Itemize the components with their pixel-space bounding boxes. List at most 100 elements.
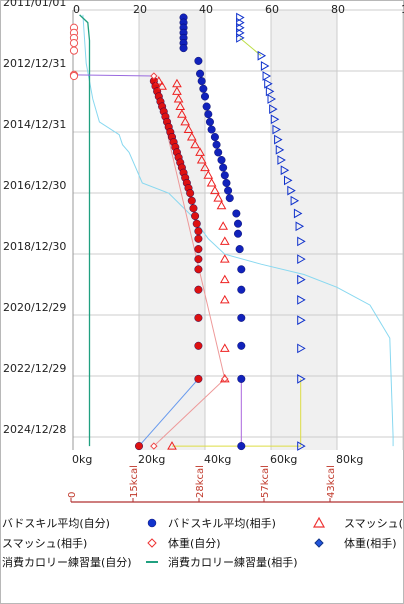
skill-opp-point [212, 140, 221, 149]
legend-label: バドスキル平均(相手) [168, 516, 276, 530]
weight-self-point [150, 442, 158, 450]
smash-self-point [219, 294, 230, 304]
skill-opp-point [237, 285, 246, 294]
smash-opp-point [297, 254, 306, 264]
top-tick-label: 40 [199, 3, 213, 16]
calorie-tick-label: 15kcal [129, 465, 140, 498]
skill-self-point [194, 285, 203, 294]
smash-opp-point [275, 144, 285, 155]
smash-opp-point [297, 236, 306, 247]
weight-self-point [150, 72, 158, 80]
skill-opp-point [210, 133, 219, 142]
skill-opp-point [232, 209, 241, 218]
smash-self-point [153, 76, 164, 85]
smash-opp-point [270, 114, 280, 125]
y-tick-label: 2022/12/29 [3, 362, 66, 375]
smash-self-point [203, 170, 214, 179]
legend-marker [312, 516, 326, 528]
shaded-band [271, 10, 337, 450]
smash-opp-point [297, 274, 306, 285]
smash-opp-point [297, 374, 306, 384]
skill-opp-point [214, 148, 223, 157]
bottom-tick-label: 60kg [270, 453, 297, 466]
smash-opp-point [290, 195, 300, 206]
skill-opp-point [237, 374, 246, 383]
skill-opp-point [205, 117, 214, 126]
skill-self-point [134, 442, 143, 451]
skill-end-line [138, 378, 199, 447]
skill-opp-point [233, 219, 242, 228]
y-tick-label: 2014/12/31 [3, 118, 66, 131]
legend-label: 消費カロリー練習量(相手) [168, 555, 298, 569]
bottom-tick-label: 80kg [336, 453, 363, 466]
skill-self-point [194, 374, 203, 383]
skill-opp-point [194, 56, 203, 65]
smash-self-point [219, 236, 230, 245]
top-tick-label: 10 [401, 3, 404, 16]
skill-opp-point [222, 178, 231, 187]
smash-opp-point [264, 78, 273, 89]
smash-opp-point [287, 185, 296, 196]
smash-opp-point [236, 22, 245, 33]
skill-self-point [194, 234, 203, 243]
weight-self-point [221, 375, 229, 383]
skill-opp-point [200, 92, 209, 101]
smash-self-point [173, 93, 184, 103]
skill-self-open-point [69, 71, 79, 81]
top-tick-label: 80 [331, 3, 345, 16]
skill-opp-point [225, 194, 234, 203]
smash-opp-point [236, 27, 245, 38]
y-tick-label: 2024/12/28 [3, 423, 66, 436]
legend-marker [147, 518, 157, 528]
smash-opp-point [295, 221, 305, 232]
skill-self-point [192, 219, 201, 228]
calorie-tick-label: 43kcal [326, 465, 337, 498]
smash-self-point [172, 86, 182, 95]
smash-opp-point [265, 86, 275, 97]
smash-opp-point [284, 175, 293, 186]
smash-opp-link-line [239, 37, 262, 57]
skill-self-point [194, 227, 203, 236]
smash-opp-point [297, 295, 306, 305]
smash-self-point [167, 441, 177, 450]
smash-self-point [157, 81, 167, 90]
smash-self-point [175, 101, 186, 111]
skill-opp-point [237, 265, 246, 274]
smash-opp-end-line [172, 378, 302, 447]
smash-self-point [177, 109, 187, 118]
smash-self-point [196, 155, 207, 164]
bottom-tick-label: 0kg [72, 453, 92, 466]
legend-label: スマッシュ(相手) [2, 536, 87, 550]
skill-opp-point [235, 245, 244, 254]
legend-label: 体重(自分) [168, 536, 221, 550]
smash-opp-point [280, 165, 290, 176]
legend-label: スマッシュ(自分) [344, 517, 404, 530]
smash-self-point [218, 221, 229, 230]
smash-self-point [190, 139, 200, 149]
calorie-opp-line [79, 14, 91, 447]
smash-self-point [195, 147, 205, 156]
skill-opp-point [202, 102, 211, 111]
y-tick-label: 2012/12/31 [3, 57, 66, 70]
skill-self-point [194, 245, 203, 254]
legend-label: 消費カロリー練習量(自分) [2, 555, 132, 569]
skill-self-point [194, 265, 203, 274]
calorie-tick-label: 57kcal [260, 465, 271, 498]
skill-opp-point [224, 186, 233, 195]
skill-self-point [191, 212, 200, 221]
smash-opp-point [236, 17, 245, 28]
y-tick-label: 2018/12/30 [3, 240, 66, 253]
top-tick-label: 0 [73, 3, 80, 16]
smash-self-point [206, 177, 217, 187]
bottom-tick-label: 40kg [204, 453, 231, 466]
skill-self-point [194, 341, 203, 350]
smash-opp-point [257, 50, 267, 61]
calorie-tick-label: 28kcal [195, 465, 206, 498]
y-tick-label: 2011/01/01 [3, 0, 66, 9]
smash-opp-point [274, 134, 283, 145]
smash-self-point [183, 124, 194, 134]
skill-self-point [194, 255, 203, 264]
top-tick-label: 20 [133, 3, 147, 16]
skill-self-point [186, 189, 195, 198]
